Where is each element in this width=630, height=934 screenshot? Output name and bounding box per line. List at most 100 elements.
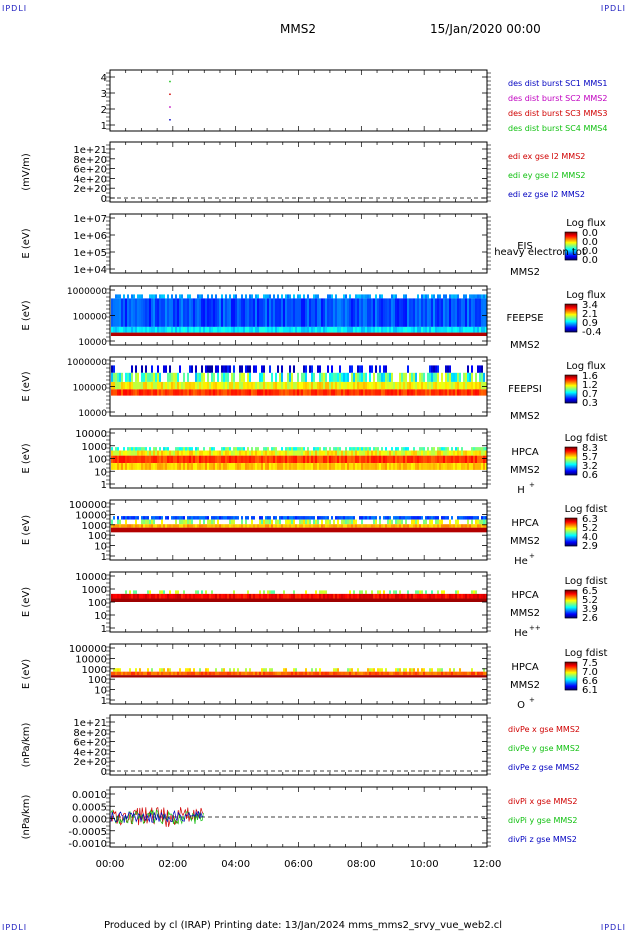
spectrogram-cell	[349, 332, 351, 337]
spectrogram-cell	[259, 332, 261, 337]
spectrogram-cell	[377, 455, 379, 464]
spectrogram-cell	[169, 527, 171, 533]
spectrogram-cell	[341, 463, 343, 470]
spectrogram-cell	[149, 389, 151, 396]
spectrogram-cell	[191, 519, 193, 525]
spectrogram-cell	[347, 516, 349, 520]
spectrogram-cell	[241, 463, 243, 470]
spectrogram-cell	[407, 365, 409, 373]
spectrogram-cell	[283, 326, 285, 333]
y-tick-label: 100	[88, 598, 107, 609]
spectrogram-cell	[135, 668, 137, 672]
spectrogram-cell	[179, 365, 181, 373]
spectrogram-cell	[345, 447, 347, 451]
spectrogram-cell	[357, 450, 359, 456]
spectrogram-cell	[371, 381, 373, 390]
spectrogram-cell	[415, 463, 417, 470]
spectrogram-cell	[159, 455, 161, 464]
spectrogram-cell	[167, 447, 169, 451]
spectrogram-cell	[267, 389, 269, 396]
spectrogram-cell	[415, 372, 417, 382]
spectrogram-cell	[419, 298, 421, 327]
spectrogram-cell	[131, 598, 133, 602]
colorbar-segment	[565, 402, 577, 404]
y-tick-label: 1e+06	[73, 231, 107, 242]
spectrogram-cell	[193, 463, 195, 470]
spectrogram-cell	[447, 593, 449, 599]
spectrogram-cell	[303, 381, 305, 390]
spectrogram-cell	[455, 326, 457, 333]
spectrogram-cell	[205, 332, 207, 337]
spectrogram-cell	[203, 598, 205, 602]
spectrogram-cell	[269, 332, 271, 337]
spectrogram-cell	[397, 598, 399, 602]
spectrogram-cell	[191, 455, 193, 464]
spectrogram-cell	[207, 450, 209, 456]
spectrogram-cell	[225, 294, 227, 299]
spectrogram-cell	[195, 455, 197, 464]
spectrogram-cell	[459, 455, 461, 464]
spectrogram-cell	[411, 668, 413, 672]
spectrogram-cell	[199, 450, 201, 456]
spectrogram-cell	[179, 294, 181, 299]
spectrogram-cell	[217, 389, 219, 396]
spectrogram-cell	[229, 326, 231, 333]
spectrogram-cell	[359, 326, 361, 333]
spectrogram-cell	[367, 668, 369, 672]
spectrogram-cell	[397, 326, 399, 333]
spectrogram-cell	[121, 332, 123, 337]
colorbar-tick-label: 0.7	[582, 389, 598, 400]
spectrogram-cell	[287, 326, 289, 333]
spectrogram-cell	[293, 463, 295, 470]
spectrogram-cell	[313, 519, 315, 525]
spectrogram-cell	[263, 671, 265, 676]
spectrogram-cell	[241, 447, 243, 451]
spectrogram-cell	[391, 294, 393, 299]
spectrogram-cell	[315, 455, 317, 464]
spectrogram-cell	[383, 372, 385, 382]
spectrogram-cell	[291, 524, 293, 528]
colorbar-segment	[565, 318, 577, 320]
spectrogram-cell	[365, 516, 367, 520]
spectrogram-cell	[263, 381, 265, 390]
spectrogram-cell	[277, 524, 279, 528]
spectrogram-cell	[187, 381, 189, 390]
spectrogram-cell	[381, 675, 383, 678]
spectrogram-cell	[317, 450, 319, 456]
spectrogram-cell	[305, 298, 307, 327]
colorbar-tick-label: 5.2	[582, 595, 598, 606]
spectrogram-cell	[321, 675, 323, 678]
colorbar-segment	[565, 612, 577, 614]
spectrogram-cell	[285, 593, 287, 599]
spectrogram-cell	[351, 527, 353, 533]
spectrogram-cell	[227, 447, 229, 451]
spectrogram-cell	[413, 668, 415, 672]
spectrogram-cell	[451, 326, 453, 333]
y-tick-label: 1	[101, 552, 107, 563]
spectrogram-cell	[147, 671, 149, 676]
spectrogram-cell	[123, 450, 125, 456]
colorbar-tick-label: 2.6	[582, 613, 598, 624]
spectrogram-cell	[393, 593, 395, 599]
spectrogram-cell	[413, 524, 415, 528]
spectrogram-cell	[321, 389, 323, 396]
colorbar-segment	[565, 324, 577, 326]
spectrogram-cell	[199, 463, 201, 470]
spectrogram-cell	[431, 519, 433, 525]
spectrogram-cell	[435, 326, 437, 333]
spectrogram-cell	[279, 381, 281, 390]
colorbar-segment	[565, 680, 577, 682]
charge-label: +	[529, 481, 535, 489]
spectrogram-cell	[461, 455, 463, 464]
spectrogram-cell	[387, 516, 389, 520]
spectrogram-cell	[111, 519, 113, 525]
spectrogram-cell	[323, 593, 325, 599]
spectrogram-cell	[135, 455, 137, 464]
spectrogram-cell	[119, 675, 121, 678]
spectrogram-cell	[131, 516, 133, 520]
spectrogram-cell	[143, 598, 145, 602]
spectrogram-cell	[443, 516, 445, 520]
spectrogram-cell	[321, 332, 323, 337]
y-axis-label: E (eV)	[21, 371, 32, 401]
spectrogram-cell	[199, 527, 201, 533]
